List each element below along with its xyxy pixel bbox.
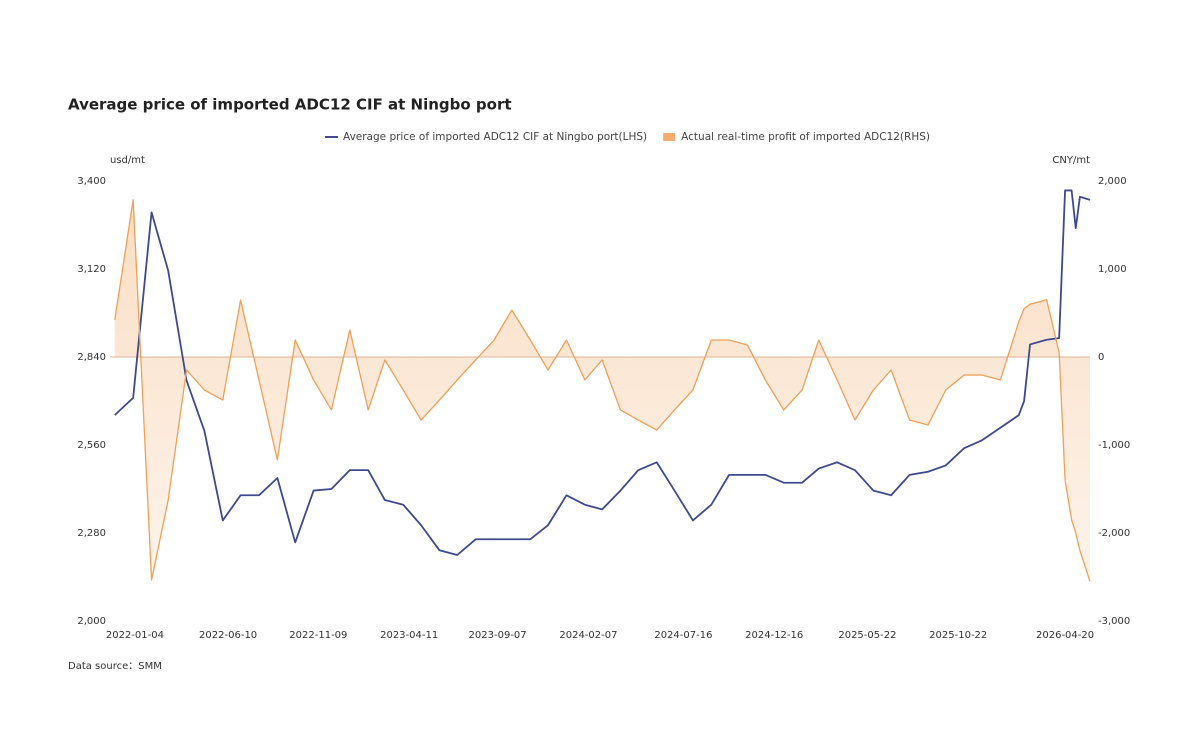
x-tick-label: 2023-09-07 xyxy=(469,630,527,641)
y-axis-unit: usd/mt xyxy=(110,155,145,166)
legend-label: Average price of imported ADC12 CIF at N… xyxy=(343,131,647,143)
legend-swatch xyxy=(663,133,676,141)
x-tick-label: 2024-12-16 xyxy=(745,630,803,641)
y-tick-label: 2,560 xyxy=(77,440,106,451)
x-tick-label: 2024-07-16 xyxy=(654,630,712,641)
y-tick-label: 2,000 xyxy=(77,616,106,627)
y2-tick-label: 2,000 xyxy=(1098,176,1127,187)
x-tick-label: 2022-11-09 xyxy=(289,630,347,641)
y-tick-label: 2,280 xyxy=(77,528,106,539)
x-tick-label: 2024-02-07 xyxy=(559,630,617,641)
y2-tick-label: 1,000 xyxy=(1098,264,1127,275)
x-tick-label: 2026-04-20 xyxy=(1036,630,1094,641)
x-tick-label: 2023-04-11 xyxy=(380,630,438,641)
y2-tick-label: -1,000 xyxy=(1098,440,1130,451)
source-note: Data source：SMM xyxy=(68,661,162,672)
y-tick-label: 2,840 xyxy=(77,352,106,363)
line xyxy=(114,189,1091,556)
y2-axis-unit: CNY/mt xyxy=(1052,155,1090,166)
line xyxy=(114,199,1091,582)
legend-label: Actual real-time profit of imported ADC1… xyxy=(681,131,930,143)
x-tick-label: 2025-05-22 xyxy=(838,630,896,641)
x-tick-label: 2025-10-22 xyxy=(929,630,987,641)
y2-tick-label: -3,000 xyxy=(1098,616,1130,627)
x-tick-label: 2022-01-04 xyxy=(106,630,164,641)
y2-tick-label: 0 xyxy=(1098,352,1104,363)
y-tick-label: 3,400 xyxy=(77,176,106,187)
y-tick-label: 3,120 xyxy=(77,264,106,275)
x-tick-label: 2022-06-10 xyxy=(199,630,257,641)
chart-title: Average price of imported ADC12 CIF at N… xyxy=(68,96,512,114)
y2-tick-label: -2,000 xyxy=(1098,528,1130,539)
